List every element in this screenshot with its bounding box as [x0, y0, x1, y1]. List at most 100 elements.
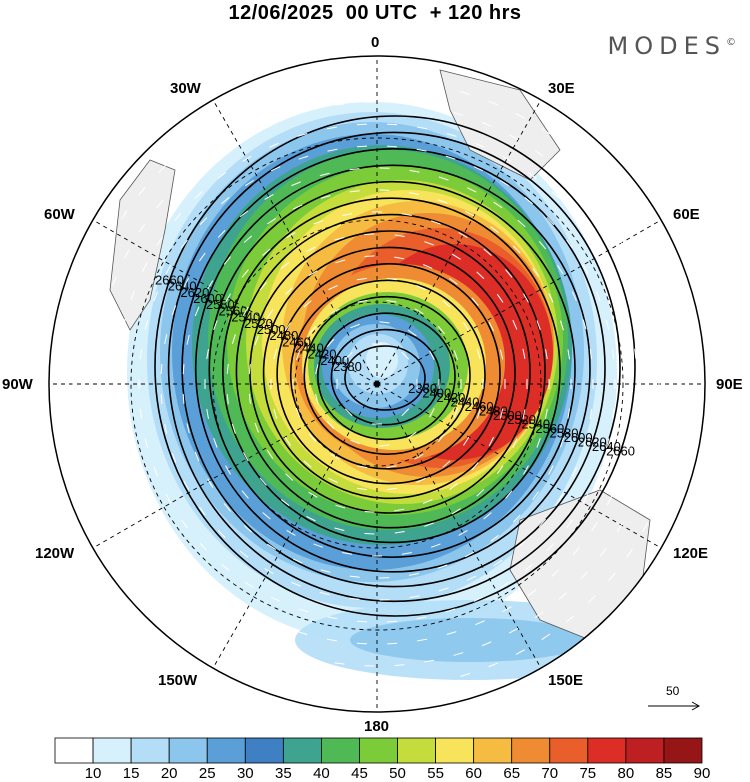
wind-arrow [387, 642, 398, 645]
wind-arrow [239, 550, 249, 558]
wind-arrow [642, 236, 648, 246]
wind-arrow [551, 191, 560, 199]
wind-arrow [117, 409, 120, 420]
wind-arrow [286, 530, 296, 536]
colorbar-label: 35 [275, 765, 292, 782]
contour-line [317, 312, 456, 441]
wind-arrow [241, 269, 249, 278]
wind-arrow [344, 351, 353, 360]
contour-line [262, 246, 516, 500]
colorbar-label: 60 [465, 765, 482, 782]
wind-arrow [476, 349, 481, 360]
wind-arrow [532, 268, 539, 277]
wind-arrow [357, 620, 368, 623]
contour-label: 2460 [465, 399, 494, 414]
contour-line [222, 197, 561, 544]
wind-arrow [174, 212, 182, 222]
wind-arrow [280, 499, 290, 507]
wind-arrow [121, 548, 128, 558]
contour-line [194, 164, 591, 573]
wind-arrow [483, 248, 492, 256]
wind-arrow [183, 480, 190, 491]
wind-arrow [515, 113, 525, 119]
contour-line [344, 345, 426, 411]
wind-arrow [73, 349, 76, 360]
wind-arrow [199, 217, 208, 226]
wind-arrow [496, 465, 504, 475]
wind-arrow [465, 210, 475, 217]
wind-arrow [567, 349, 570, 360]
wind-arrow [512, 245, 521, 254]
wind-arrow [327, 148, 338, 152]
wind-arrow [588, 165, 596, 173]
contour-label: 2600 [193, 291, 222, 306]
meridian [92, 219, 378, 385]
wind-arrow [471, 462, 479, 471]
wind-arrow [309, 433, 317, 443]
wind-arrow [442, 300, 451, 308]
contour-line [154, 115, 636, 617]
wind-arrow [628, 438, 632, 449]
wind-arrow [565, 615, 575, 623]
map-boundary [48, 55, 706, 713]
wind-arrow [473, 596, 484, 602]
wind-arrow [475, 620, 485, 626]
wind-arrow [589, 348, 593, 359]
wind-arrow [320, 195, 331, 199]
wind-arrow [572, 212, 580, 222]
colorbar-label: 85 [655, 765, 673, 782]
wind-arrow [394, 664, 405, 666]
wind-arrow [266, 309, 274, 319]
wind-arrow [182, 393, 185, 404]
wind-arrow [476, 488, 485, 497]
wind-arrow [466, 187, 477, 193]
wind-arrow [176, 178, 185, 186]
wind-arrow [642, 467, 647, 478]
wind-arrow [460, 672, 471, 677]
wind-arrow [523, 465, 529, 475]
wind-arrow [466, 575, 477, 581]
wind-arrow [221, 197, 230, 205]
wind-arrow [551, 569, 560, 577]
wind-arrow [84, 467, 89, 478]
wind-arrow [656, 349, 659, 360]
wind-arrow [567, 408, 570, 419]
wind-arrow [254, 335, 259, 346]
contour-line [181, 148, 606, 588]
wind-arrow [460, 91, 471, 96]
colorbar-swatch [397, 737, 436, 764]
wind-arrow [438, 176, 449, 181]
wind-arrow [401, 80, 412, 83]
wind-arrow [524, 563, 533, 571]
wind-arrow [349, 168, 360, 171]
wind-arrow [198, 252, 206, 262]
wind-arrow [451, 253, 461, 260]
wind-arrow [656, 408, 659, 419]
wind-arrow [386, 620, 397, 623]
wind-secondary-jet-core [350, 618, 590, 662]
south-america-outline [109, 159, 176, 331]
wind-arrow [335, 259, 346, 264]
wind-arrow [84, 290, 89, 301]
wind-arrow [326, 126, 337, 130]
wind-arrow [591, 236, 598, 246]
wind-arrow [225, 465, 231, 475]
wind-arrow [315, 364, 319, 375]
wind-arrow [349, 190, 360, 193]
wind-arrow [430, 543, 441, 548]
wind-arrow [273, 408, 278, 419]
wind-arrow [292, 204, 303, 210]
wind-arrow [77, 319, 81, 330]
wind-arrow [509, 134, 519, 141]
wind-arrow [160, 394, 163, 405]
lon-label-90w: 90W [2, 376, 33, 393]
wind-arrow [315, 393, 319, 404]
wind-arrow [437, 433, 445, 443]
wind-arrow [334, 237, 345, 241]
wind-arrow [203, 128, 213, 135]
wind-arrow [429, 408, 435, 418]
wind-arrow [616, 236, 623, 246]
wind-arrow [194, 451, 200, 462]
wind-arrow [194, 191, 203, 199]
wind-arrow [254, 422, 259, 433]
